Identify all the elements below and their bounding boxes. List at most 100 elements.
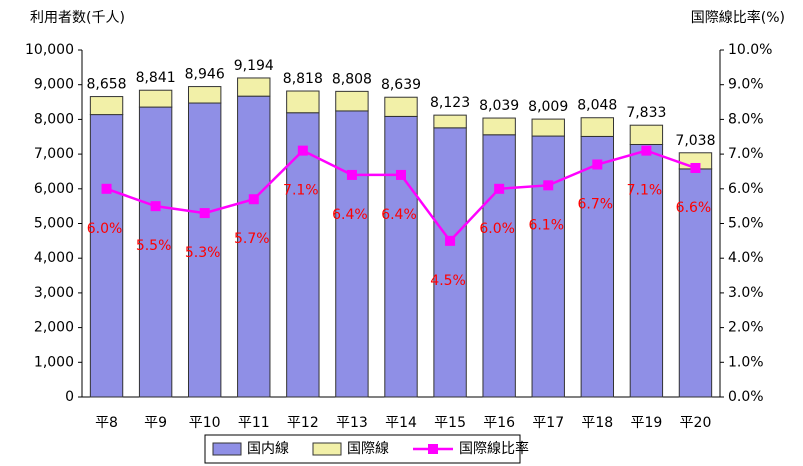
bar [187,102,222,398]
x-tick-label: 平11 [238,415,270,431]
bar [482,117,516,136]
bar [629,143,664,398]
point [494,183,505,194]
x-tick-label: 平9 [144,415,167,431]
x-tick-label: 平20 [680,415,712,431]
bar [384,96,418,117]
bar [286,90,320,114]
total-label: 8,841 [136,70,176,86]
y2-tick-label: 0.0% [728,389,764,405]
total-label: 7,833 [626,105,666,121]
point [592,159,603,170]
total-label: 9,194 [234,58,274,74]
value-label: 6.7% [578,197,614,213]
y2-tick-label: 6.0% [728,181,764,197]
bar [531,118,565,137]
y-tick-label: 7,000 [34,146,74,162]
value-label: 4.5% [430,273,466,289]
total-label: 7,038 [675,133,715,149]
total-label: 8,818 [283,71,323,87]
y2-axis-title: 国際線比率(%) [691,9,785,26]
point [690,162,701,173]
bar [433,127,467,398]
y-axis-title: 利用者数(千人) [30,10,125,26]
y2-tick-label: 1.0% [728,354,764,370]
legend-label: 国際線比率 [459,440,529,457]
value-label: 6.0% [479,221,515,237]
x-tick-label: 平15 [434,415,466,431]
x-tick-label: 平12 [287,415,319,431]
bar [384,115,418,398]
bar [580,117,615,137]
bar [482,134,516,398]
point [543,180,554,191]
y-tick-label: 2,000 [34,320,74,336]
total-label: 8,946 [185,67,225,83]
bar [89,114,124,398]
point [346,169,357,180]
legend-swatch [312,442,342,456]
bar [580,135,615,398]
legend-label: 国際線 [347,441,389,457]
total-label: 8,639 [381,77,421,93]
value-label: 6.0% [87,221,123,237]
x-tick-label: 平18 [581,415,613,431]
point [445,235,456,246]
bar [433,114,467,129]
bar [187,86,222,104]
x-tick-label: 平17 [532,415,564,431]
total-label: 8,039 [479,98,519,114]
bar [531,135,565,398]
y-tick-label: 1,000 [34,354,74,370]
bar [237,77,271,97]
x-tick-label: 平19 [630,415,662,431]
value-label: 6.4% [381,207,417,223]
y2-tick-label: 5.0% [728,216,764,232]
bar [89,96,124,116]
y2-tick-label: 9.0% [728,77,764,93]
point [199,208,210,219]
legend-label: 国内線 [247,441,289,457]
point [297,145,308,156]
total-label: 8,009 [528,99,568,115]
x-tick-label: 平14 [385,415,417,431]
point [641,145,652,156]
legend-swatch [428,444,438,454]
y2-tick-label: 7.0% [728,146,764,162]
y-tick-label: 5,000 [34,216,74,232]
value-label: 6.4% [332,207,368,223]
point [101,183,112,194]
x-tick-label: 平13 [336,415,368,431]
x-tick-label: 平8 [95,415,118,431]
legend-swatch [212,442,242,456]
value-label: 6.6% [676,200,712,216]
value-label: 5.7% [234,231,270,247]
y-tick-label: 6,000 [34,181,74,197]
total-label: 8,808 [332,71,372,87]
bar [138,89,173,108]
bar [335,110,369,398]
bar [629,124,664,145]
total-label: 8,048 [577,98,617,114]
point [396,169,406,180]
y-tick-label: 4,000 [34,250,74,266]
value-label: 7.1% [627,183,663,199]
point [248,194,259,205]
x-tick-label: 平10 [189,415,221,431]
y2-tick-label: 3.0% [728,285,764,301]
point [150,201,161,212]
value-label: 5.3% [185,245,221,261]
value-label: 6.1% [528,217,564,233]
value-label: 7.1% [283,183,319,199]
total-label: 8,658 [86,77,126,93]
y-tick-label: 0 [65,389,74,405]
bar [335,90,369,112]
y2-tick-label: 4.0% [728,250,764,266]
total-label: 8,123 [430,95,470,111]
y-tick-label: 9,000 [34,77,74,93]
y2-tick-label: 2.0% [728,320,764,336]
y2-tick-label: 8.0% [728,111,764,127]
value-label: 5.5% [136,238,172,254]
y-tick-label: 8,000 [34,111,74,127]
